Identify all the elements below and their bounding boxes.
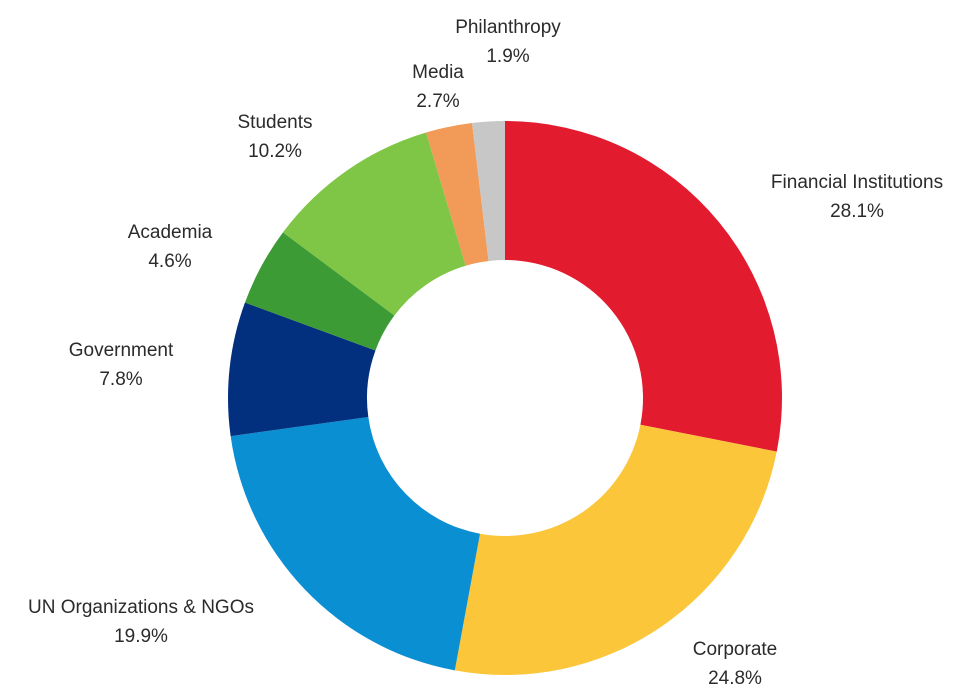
slice-media <box>426 122 489 266</box>
slice-label-philanthropy: Philanthropy <box>455 17 561 38</box>
slice-philanthropy <box>472 121 505 261</box>
slice-un-organizations-and-ngos <box>230 417 480 671</box>
donut-slices <box>227 121 783 675</box>
slice-label-students: Students <box>238 112 313 133</box>
slice-value-students: 10.2% <box>248 141 302 162</box>
slice-label-un-organizations-and-ngos: UN Organizations & NGOs <box>28 597 254 618</box>
slice-value-philanthropy: 1.9% <box>486 46 529 67</box>
slice-label-government: Government <box>69 340 174 361</box>
slice-corporate <box>454 424 777 675</box>
slice-label-financial-institutions: Financial Institutions <box>771 172 943 193</box>
slice-value-corporate: 24.8% <box>708 668 762 684</box>
slice-government <box>227 302 376 437</box>
slice-financial-institutions <box>505 121 783 452</box>
slice-label-academia: Academia <box>128 222 213 243</box>
slice-value-un-organizations-and-ngos: 19.9% <box>114 626 168 647</box>
slice-value-academia: 4.6% <box>148 251 191 272</box>
slice-academia <box>244 232 395 351</box>
slice-students <box>282 132 466 316</box>
slice-value-government: 7.8% <box>99 369 142 390</box>
slice-value-financial-institutions: 28.1% <box>830 201 884 222</box>
slice-labels: Financial Institutions 28.1% Corporate 24.8… <box>28 17 943 684</box>
slice-value-media: 2.7% <box>416 91 459 112</box>
slice-label-media: Media <box>412 62 464 83</box>
slice-label-corporate: Corporate <box>693 639 778 660</box>
